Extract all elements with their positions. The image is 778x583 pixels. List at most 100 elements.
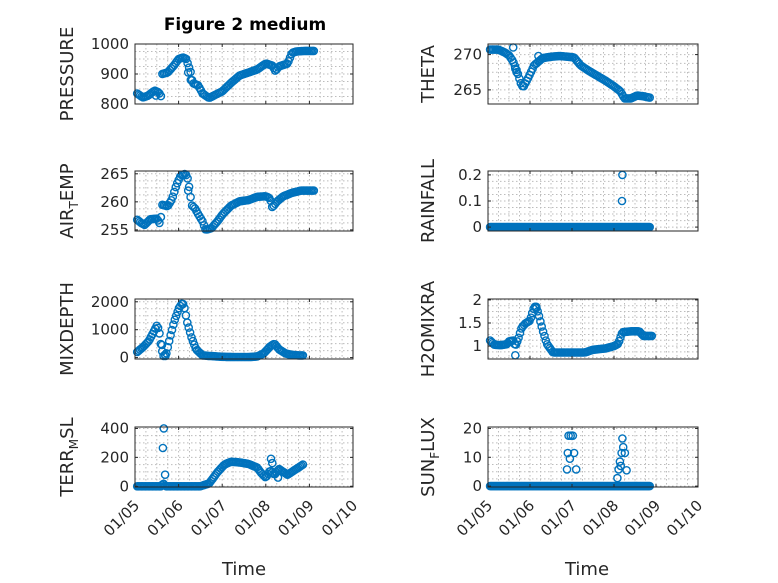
x-tick-label: 01/06 — [495, 497, 538, 540]
x-axis-label: Time — [564, 559, 609, 580]
y-tick-label: 265 — [100, 165, 129, 183]
data-point — [618, 442, 628, 452]
data-point — [153, 323, 163, 333]
data-point — [309, 46, 319, 56]
subplot-rainfall: 0 0.1 0.2 RAINFALL — [418, 159, 699, 243]
data-point — [534, 311, 544, 321]
data-point — [647, 331, 657, 341]
y-axis-label: SUNFLUX — [418, 417, 442, 497]
y-tick-label: 0 — [472, 477, 482, 495]
y-tick-label: 265 — [453, 81, 482, 99]
data-point — [184, 323, 193, 332]
y-axis-label: TERRMSL — [57, 417, 81, 497]
data-point — [568, 431, 578, 441]
data-point — [514, 333, 523, 343]
x-tick-label: 01/07 — [187, 497, 230, 540]
data-point — [185, 328, 195, 337]
data-point — [184, 182, 194, 192]
data-point — [158, 443, 168, 453]
y-tick-label: 400 — [100, 419, 129, 437]
data-point — [151, 91, 161, 100]
data-point — [571, 465, 581, 474]
data-point — [171, 311, 181, 321]
data-point — [618, 434, 627, 443]
data-point — [569, 448, 579, 458]
data-point — [615, 457, 625, 466]
y-tick-label: 1.5 — [458, 314, 482, 332]
data-point — [266, 454, 276, 464]
x-tick-label: 01/07 — [537, 497, 580, 540]
data-point — [152, 321, 161, 331]
x-tick-label: 01/05 — [453, 497, 496, 540]
data-point — [160, 470, 170, 480]
y-axis-label: AIRTEMP — [57, 163, 81, 238]
y-tick-label: 260 — [100, 193, 129, 211]
data-point — [181, 54, 191, 64]
data-point — [159, 424, 169, 433]
data-point — [512, 67, 521, 77]
data-point — [298, 460, 308, 469]
figure-title: Figure 2 medium — [164, 15, 326, 35]
x-tick-label: 01/08 — [231, 497, 274, 540]
data-point — [620, 448, 630, 458]
y-axis-label: RAINFALL — [418, 159, 439, 243]
data-point — [537, 322, 547, 331]
data-point — [169, 187, 179, 197]
data-point — [168, 192, 178, 201]
data-point — [166, 330, 175, 340]
x-tick-label: 01/10 — [318, 497, 361, 540]
axes-box — [487, 43, 699, 105]
data-point — [562, 465, 572, 474]
data-point — [526, 313, 536, 323]
data-point — [187, 333, 196, 342]
data-point — [538, 327, 548, 336]
data-point — [198, 216, 207, 226]
subplot-h2omixra: 1 1.5 2 H2OMIXRA — [418, 280, 699, 377]
subplot-theta: 265 270 THETA — [418, 43, 699, 105]
x-tick-label: 01/09 — [274, 497, 317, 540]
x-tick-label: 01/05 — [100, 497, 143, 540]
data-point — [622, 465, 631, 475]
y-axis-label: MIXDEPTH — [57, 282, 78, 376]
y-tick-label: 0 — [119, 477, 129, 495]
subplot-pressure: 800 900 1000 PRESSURE — [57, 27, 354, 121]
data-point — [183, 186, 193, 195]
data-point — [613, 473, 622, 483]
y-tick-label: 0.2 — [458, 166, 482, 184]
x-axis-label: Time — [221, 559, 266, 580]
subplot-air-temp: 255 260 265 AIRTEMP — [57, 163, 354, 239]
data-point — [156, 212, 166, 222]
data-point — [182, 318, 192, 327]
y-tick-label: 2000 — [91, 293, 129, 311]
subplot-terr-msl: 01/05 01/06 01/07 01/08 01/09 01/10 0 200 400 TER… — [57, 417, 361, 580]
y-tick-label: 1000 — [91, 321, 129, 339]
data-point — [157, 340, 167, 350]
x-tick-label: 01/09 — [621, 497, 664, 540]
y-tick-label: 10 — [463, 448, 482, 466]
data-point — [534, 51, 543, 61]
y-tick-label: 200 — [100, 448, 129, 466]
data-point — [532, 303, 541, 313]
data-point — [186, 75, 196, 85]
data-point — [614, 336, 624, 346]
data-point — [167, 325, 177, 335]
data-point — [170, 315, 180, 325]
axes-box — [487, 298, 699, 360]
subplot-mixdepth: 0 1000 2000 MIXDEPTH — [57, 282, 354, 376]
y-tick-label: 255 — [100, 221, 129, 239]
data-point — [171, 182, 181, 192]
data-point — [273, 473, 283, 482]
y-tick-label: 0.1 — [458, 192, 482, 210]
x-tick-label: 01/08 — [579, 497, 622, 540]
y-tick-label: 1 — [472, 337, 482, 355]
data-point — [267, 458, 277, 468]
data-point — [565, 454, 575, 464]
data-point — [617, 196, 627, 206]
data-point — [155, 218, 164, 228]
data-point — [164, 336, 174, 346]
y-axis-label: THETA — [418, 44, 439, 104]
data-point — [156, 91, 166, 101]
y-tick-label: 900 — [100, 65, 129, 83]
